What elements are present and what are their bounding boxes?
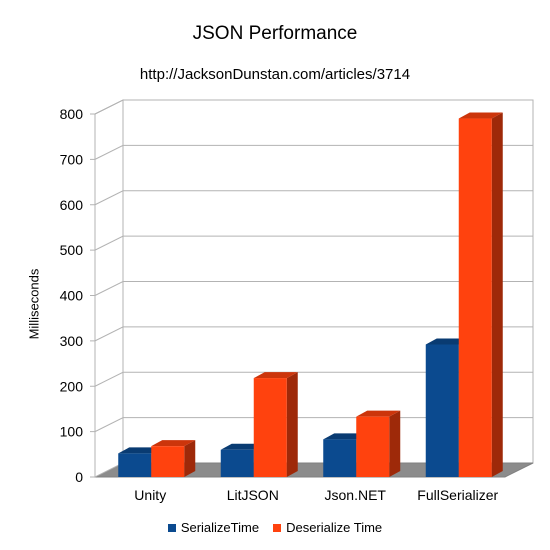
legend-item-deserialize: Deserialize Time (273, 520, 382, 535)
x-tick-label: LitJSON (227, 487, 279, 503)
bar-side-deserialize-time-jsonnet (389, 410, 401, 477)
gridline (94, 281, 533, 296)
bar-top-deserialize-time-unity (151, 440, 196, 447)
bar-top-deserialize-time-litjson (253, 372, 298, 379)
y-tick-label: 800 (60, 106, 84, 122)
bar-serializetime-jsonnet (323, 439, 357, 477)
bar-deserialize-time-unity (151, 446, 185, 477)
bar-serializetime-unity (118, 453, 152, 477)
gridline (94, 326, 533, 342)
bar-deserialize-time-fullserializer (458, 118, 492, 477)
legend-label-deserialize: Deserialize Time (286, 520, 383, 535)
bar-top-deserialize-time-jsonnet (356, 410, 401, 417)
chart-subtitle: http://JacksonDunstan.com/articles/3714 (139, 66, 411, 83)
y-tick-label: 700 (60, 151, 84, 167)
x-tick-label: FullSerializer (417, 487, 498, 503)
legend: SerializeTime Deserialize Time (0, 520, 550, 535)
y-tick-label: 0 (75, 469, 83, 485)
gridline (94, 190, 533, 206)
y-tick-label: 300 (60, 333, 84, 349)
chart-title: JSON Performance (192, 23, 358, 44)
gridline (94, 144, 533, 160)
legend-swatch-serialize (167, 523, 176, 532)
bar-deserialize-time-litjson (253, 378, 287, 477)
bar-side-deserialize-time-litjson (286, 372, 298, 477)
legend-item-serialize: SerializeTime (167, 520, 260, 535)
bar-serializetime-litjson (220, 449, 254, 477)
bar-side-deserialize-time-fullserializer (491, 112, 503, 477)
y-tick-label: 400 (60, 288, 84, 304)
legend-label-serialize: SerializeTime (180, 520, 260, 535)
y-tick-label: 200 (60, 378, 84, 394)
x-tick-label: Json.NET (325, 487, 387, 503)
gridline (94, 371, 533, 387)
gridline (94, 235, 533, 251)
y-tick-label: 600 (60, 197, 84, 213)
bar-top-deserialize-time-fullserializer (458, 112, 503, 119)
y-tick-label: 500 (60, 242, 84, 258)
x-tick-label: Unity (134, 487, 166, 503)
bar-serializetime-fullserializer (425, 344, 459, 477)
bar-side-deserialize-time-unity (184, 440, 196, 477)
bar-deserialize-time-jsonnet (356, 416, 390, 477)
y-tick-label: 100 (60, 424, 84, 440)
legend-swatch-deserialize (273, 523, 282, 532)
gridline (94, 99, 533, 115)
